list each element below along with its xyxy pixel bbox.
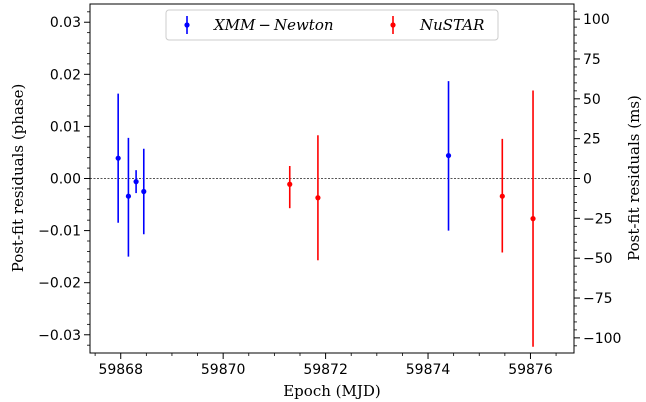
y-axis-right-ticks: −100 −75 −50 −25 0 25 50 75 100 [574, 10, 621, 347]
data-point [530, 216, 536, 222]
y-axis-right-label: Post-fit residuals (ms) [625, 95, 643, 261]
x-axis-label: Epoch (MJD) [283, 382, 381, 400]
data-point [125, 193, 132, 199]
plot-frame [89, 3, 575, 354]
y-axis-left-ticks: −0.03 −0.02 −0.01 0.00 0.01 0.02 0.03 [38, 11, 90, 346]
series-1 [287, 90, 536, 347]
y-left-tick-label: −0.02 [38, 276, 81, 292]
legend-label-xmm: XMM − Newton [213, 16, 334, 34]
y-right-tick-label: −25 [583, 211, 613, 227]
y-right-tick-label: 25 [583, 132, 601, 148]
y-left-tick-label: 0.00 [50, 172, 81, 188]
y-right-tick-label: 75 [583, 52, 601, 68]
legend-label-nustar: NuSTAR [419, 16, 484, 34]
x-tick-label: 59876 [508, 362, 553, 378]
series-layer [115, 81, 536, 347]
legend: XMM − Newton NuSTAR [165, 9, 499, 41]
x-axis-ticks: 59868 59870 59872 59874 59876 [94, 353, 557, 378]
legend-marker-xmm [184, 16, 190, 34]
y-left-tick-label: 0.02 [50, 67, 81, 83]
y-axis-left-label: Post-fit residuals (phase) [9, 84, 27, 273]
x-tick-label: 59868 [98, 362, 143, 378]
y-right-tick-label: 0 [583, 172, 592, 188]
data-point [133, 179, 139, 185]
data-point [499, 193, 505, 199]
y-right-tick-label: 100 [583, 12, 610, 28]
x-tick-label: 59872 [303, 362, 348, 378]
y-right-tick-label: −50 [583, 251, 613, 267]
data-point [115, 155, 121, 161]
y-left-tick-label: −0.03 [38, 328, 81, 344]
series-0 [115, 81, 452, 257]
data-point [315, 195, 321, 201]
x-tick-label: 59874 [406, 362, 451, 378]
y-left-tick-label: 0.03 [50, 15, 81, 31]
x-tick-label: 59870 [201, 362, 246, 378]
y-right-tick-label: −100 [583, 331, 621, 347]
legend-marker-nustar [390, 16, 396, 34]
y-left-tick-label: −0.01 [38, 224, 81, 240]
data-point [141, 188, 147, 195]
y-left-tick-label: 0.01 [50, 119, 81, 135]
y-right-tick-label: −75 [583, 291, 613, 307]
data-point [445, 152, 452, 159]
legend-box [165, 9, 499, 41]
data-point [287, 181, 293, 187]
y-right-tick-label: 50 [583, 92, 601, 108]
